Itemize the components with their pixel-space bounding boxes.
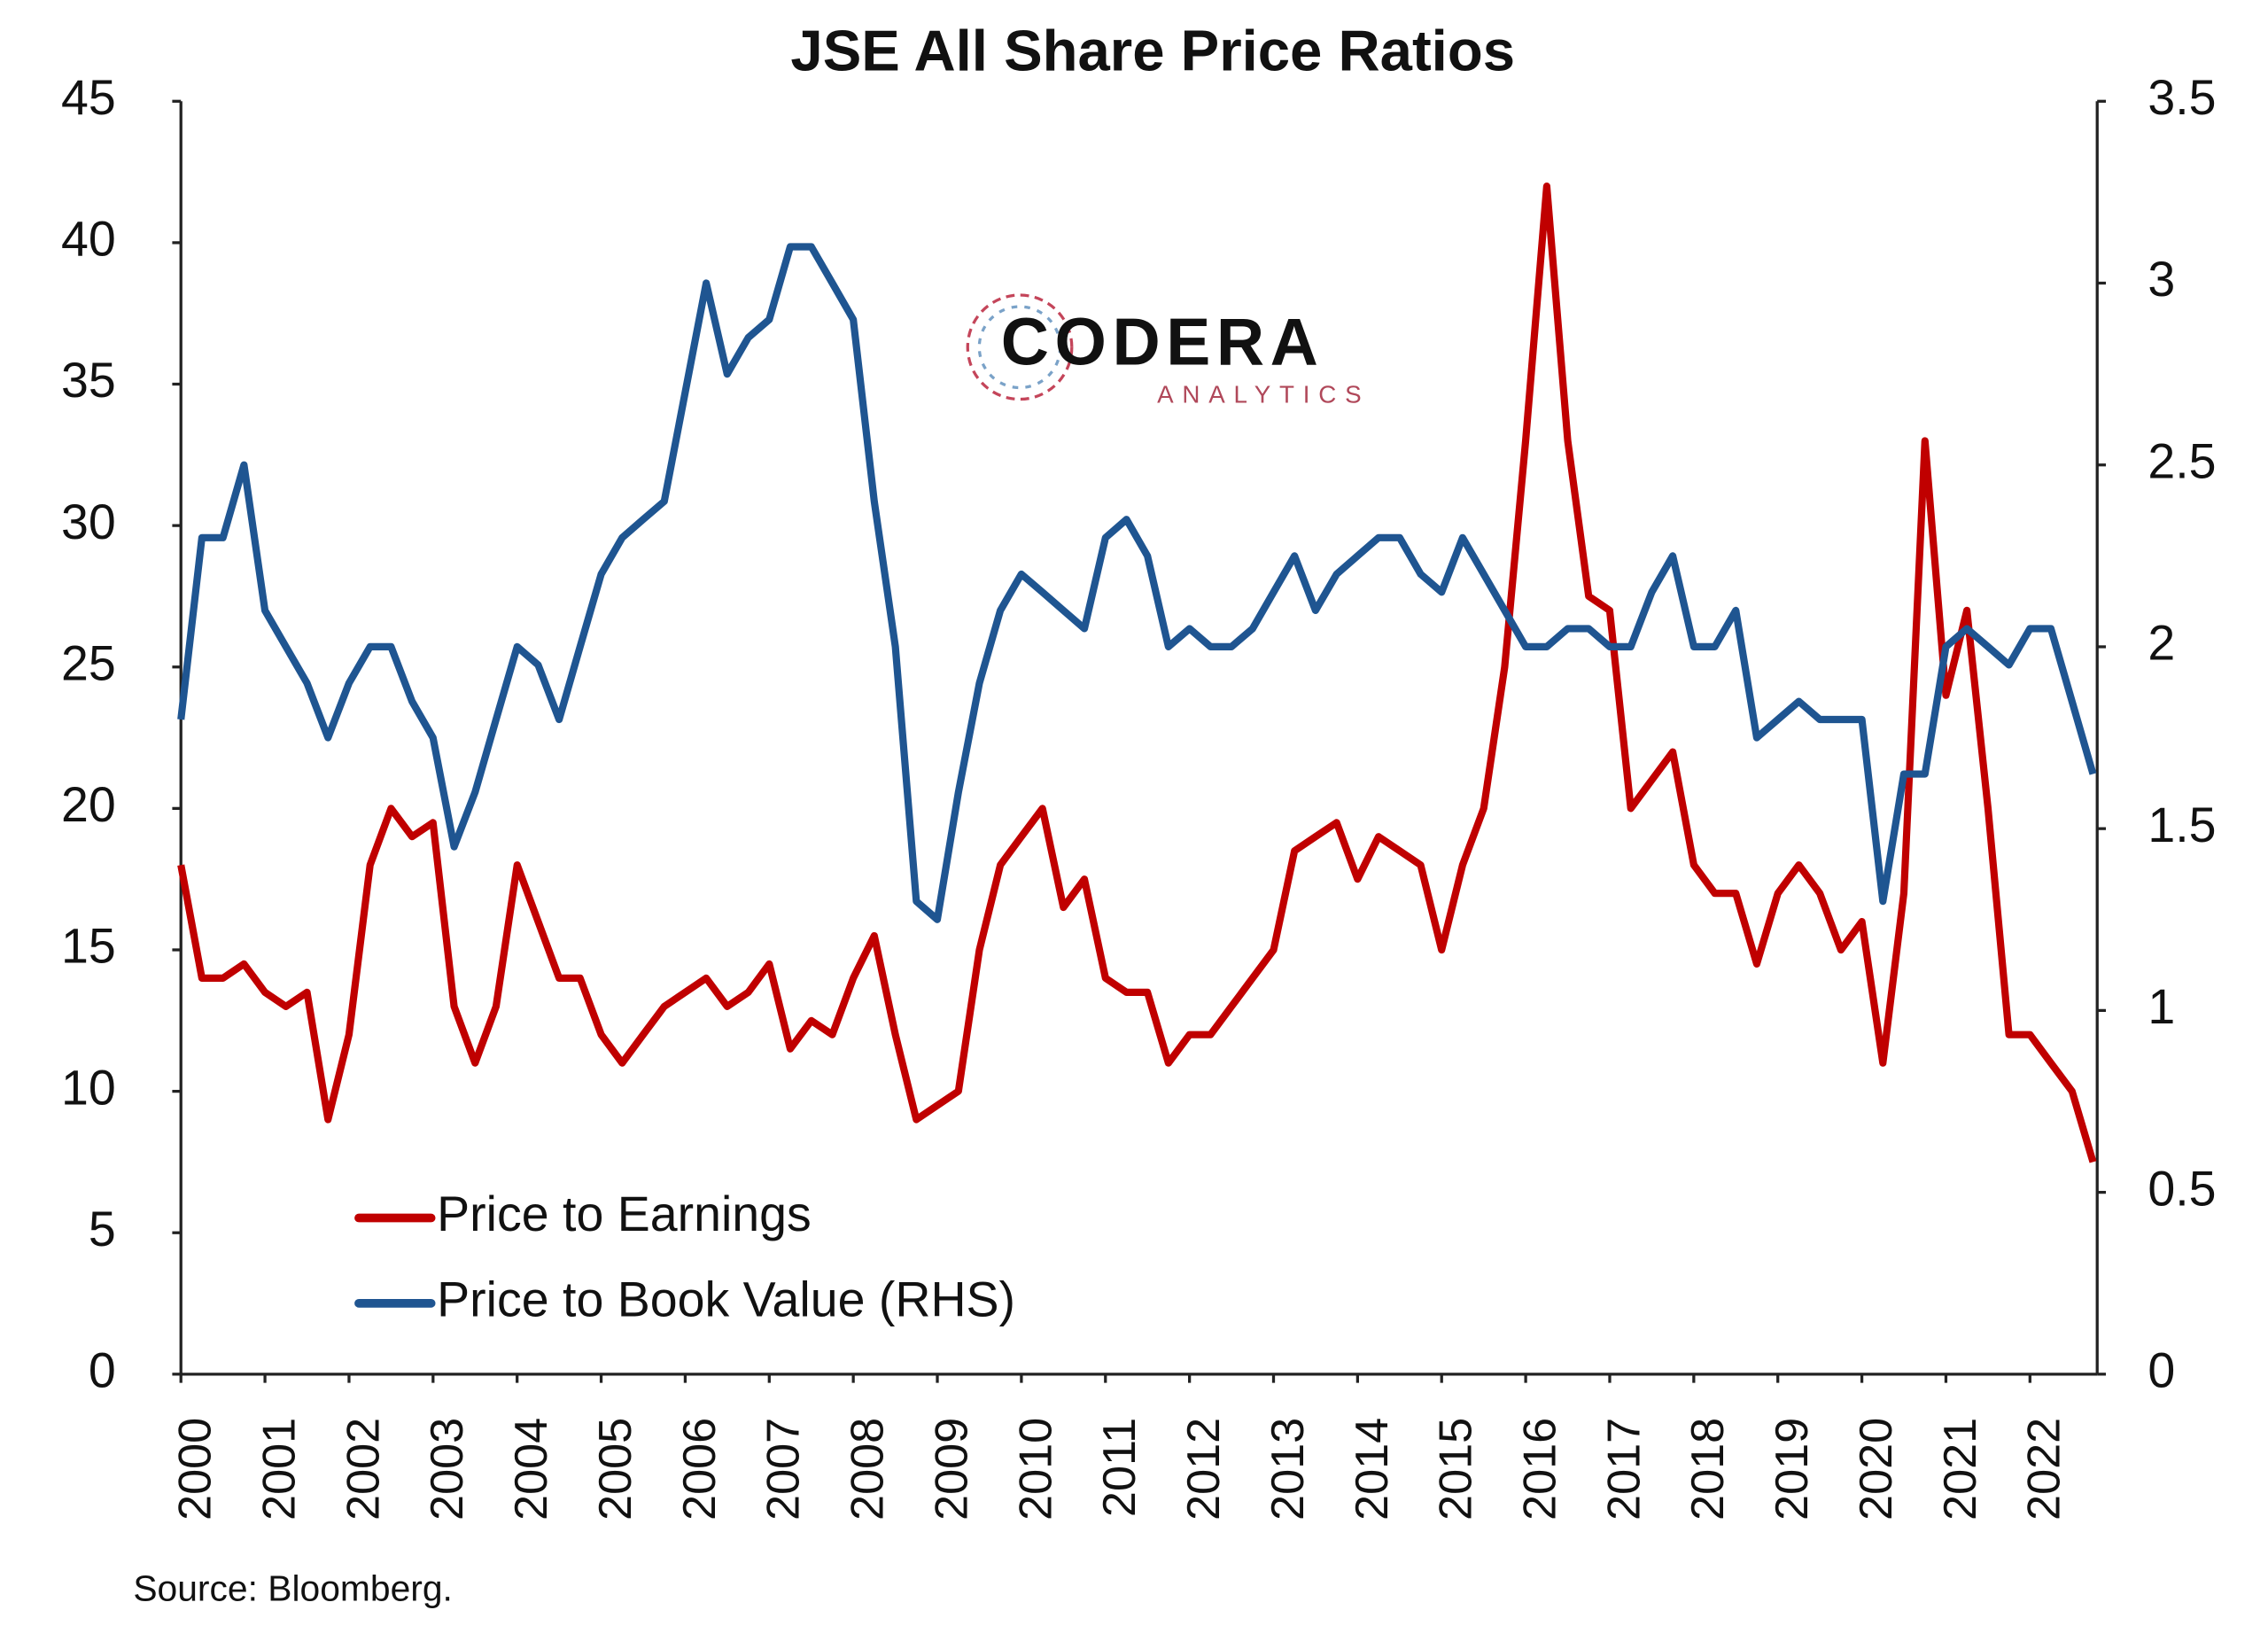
x-tick-label: 2003 (422, 1418, 473, 1521)
y2-tick-label: 3 (2148, 252, 2175, 307)
x-tick-label: 2015 (1431, 1418, 1482, 1521)
series-line (177, 243, 2097, 923)
chart-title: JSE All Share Price Ratios (790, 18, 1515, 82)
x-tick-label: 2009 (926, 1418, 977, 1521)
legend-label: Price to Book Value (RHS) (437, 1272, 1015, 1326)
y-tick-label: 10 (61, 1060, 116, 1115)
y2-tick-label: 1.5 (2148, 797, 2216, 852)
series-line (177, 183, 2097, 1163)
x-tick-label: 2004 (506, 1418, 557, 1521)
x-tick-label: 2012 (1178, 1418, 1230, 1521)
x-tick-label: 2013 (1262, 1418, 1314, 1521)
x-tick-label: 2016 (1514, 1418, 1565, 1521)
legend-label: Price to Earnings (437, 1186, 812, 1241)
x-tick-label: 2017 (1598, 1418, 1650, 1521)
x-tick-label: 2020 (1851, 1418, 1902, 1521)
y-tick-label: 5 (89, 1202, 116, 1256)
y-tick-label: 30 (61, 494, 116, 549)
y-tick-label: 35 (61, 353, 116, 408)
x-tick-label: 2022 (2019, 1418, 2070, 1521)
x-tick-label: 2018 (1682, 1418, 1734, 1521)
logo-ring (966, 293, 1074, 401)
y2-tick-label: 0 (2148, 1342, 2175, 1397)
x-tick-label: 2019 (1767, 1418, 1818, 1521)
y-tick-label: 0 (89, 1342, 116, 1397)
y2-tick-label: 1 (2148, 979, 2175, 1034)
source-note: Source: Bloomberg. (133, 1567, 453, 1608)
x-tick-label: 2007 (758, 1418, 810, 1521)
x-tick-label: 2005 (590, 1418, 641, 1521)
y-tick-label: 15 (61, 919, 116, 974)
y-tick-label: 25 (61, 635, 116, 690)
y-tick-label: 45 (61, 70, 116, 125)
x-tick-label: 2002 (338, 1418, 389, 1521)
logo-name: CODERA (1001, 305, 1324, 379)
y2-tick-label: 3.5 (2148, 70, 2216, 125)
logo-tagline: ANALYTICS (1157, 381, 1370, 408)
x-tick-label: 2010 (1010, 1418, 1061, 1521)
x-tick-label: 2011 (1094, 1418, 1146, 1517)
x-tick-label: 2001 (253, 1418, 305, 1521)
x-tick-label: 2006 (674, 1418, 726, 1521)
y-tick-label: 40 (61, 212, 116, 267)
x-tick-label: 2008 (843, 1418, 894, 1521)
x-tick-label: 2014 (1347, 1418, 1398, 1521)
y2-tick-label: 2.5 (2148, 433, 2216, 488)
logo: CODERA ANALYTICS (966, 293, 1370, 408)
x-tick-label: 2000 (170, 1418, 221, 1521)
x-tick-label: 2021 (1935, 1418, 1986, 1521)
y-tick-label: 20 (61, 777, 116, 832)
y2-tick-label: 2 (2148, 616, 2175, 671)
y2-tick-label: 0.5 (2148, 1161, 2216, 1216)
